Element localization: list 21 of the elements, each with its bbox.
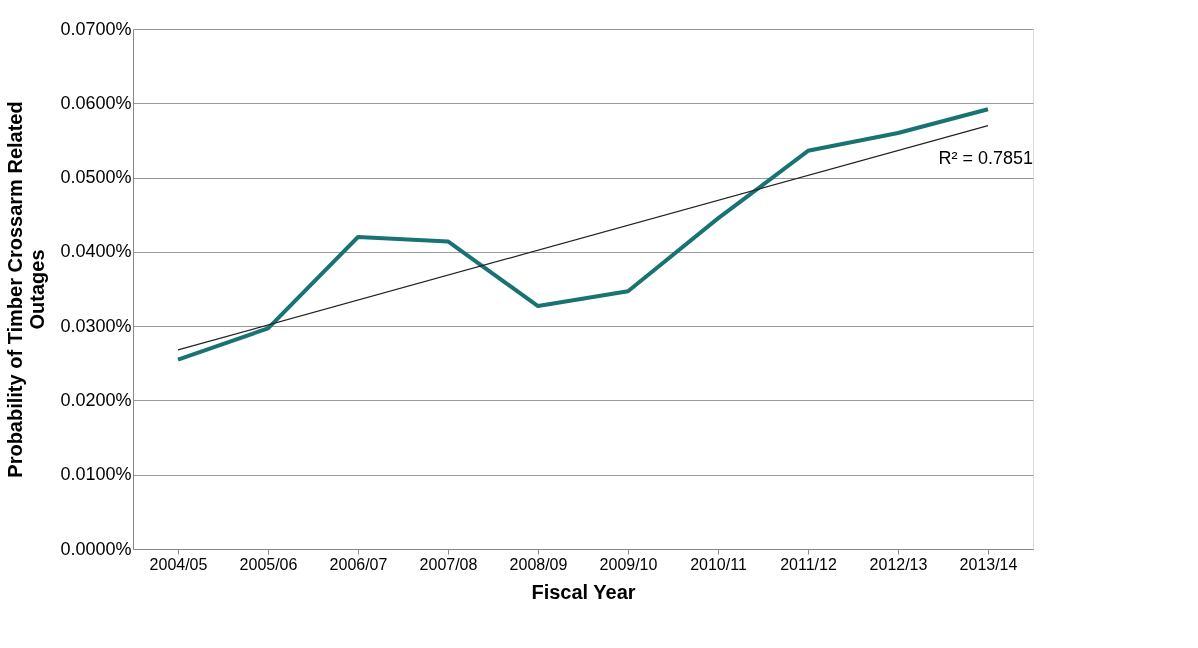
x-tick-label: 2013/14: [959, 555, 1018, 573]
y-tick-label: 0.0300%: [60, 315, 132, 336]
y-tick-label: 0.0400%: [60, 241, 132, 262]
y-tick-label: 0.0500%: [60, 167, 132, 188]
x-tick-label: 2012/13: [869, 555, 928, 573]
x-tick-label: 2008/09: [509, 555, 568, 573]
x-tick-label: 2007/08: [419, 555, 478, 573]
x-tick-label: 2009/10: [599, 555, 658, 573]
y-axis-title: Probability of Timber Crossarm Related Outages: [4, 101, 49, 478]
x-tick-label: 2006/07: [329, 555, 388, 573]
y-tick-label: 0.0100%: [60, 464, 132, 485]
x-tick-label: 2004/05: [149, 555, 208, 573]
y-tick-label: 0.0700%: [60, 18, 132, 39]
annotation: R² = 0.7851: [938, 148, 1033, 168]
x-axis-title: Fiscal Year: [531, 580, 636, 603]
y-tick-label: 0.0200%: [60, 389, 132, 410]
y-tick-label: 0.0000%: [60, 538, 132, 559]
x-tick-label: 2011/12: [780, 555, 837, 573]
x-tick-label: 2010/11: [690, 555, 747, 573]
y-tick-label: 0.0600%: [60, 92, 132, 113]
x-tick-label: 2005/06: [239, 555, 298, 573]
